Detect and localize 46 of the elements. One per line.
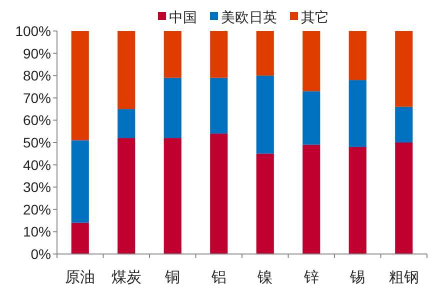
x-tick-label: 镍 — [256, 269, 273, 286]
legend-label: 美欧日英 — [221, 9, 277, 25]
y-tick-label: 80% — [22, 68, 51, 84]
y-tick-label: 50% — [22, 134, 51, 150]
bar — [256, 76, 274, 154]
bar — [348, 80, 366, 147]
bar — [118, 138, 136, 254]
bar — [71, 140, 89, 223]
y-tick-label: 10% — [22, 224, 51, 240]
bar — [118, 31, 136, 110]
bar — [256, 31, 274, 76]
bar — [302, 31, 320, 92]
y-tick-label: 20% — [22, 201, 51, 218]
x-tick-label: 粗钢 — [388, 269, 419, 286]
bar — [302, 91, 320, 145]
y-tick-label: 90% — [22, 45, 51, 62]
bar — [395, 31, 413, 107]
bar — [395, 106, 413, 142]
bar — [348, 31, 366, 80]
x-tick-label: 铜 — [164, 269, 180, 286]
x-tick-label: 锡 — [349, 269, 366, 286]
x-tick-label: 煤炭 — [111, 269, 142, 286]
bar — [395, 142, 413, 254]
bar — [71, 222, 89, 254]
bar — [210, 31, 228, 78]
bar — [348, 146, 366, 254]
x-tick-label: 原油 — [65, 269, 96, 286]
y-tick-label: 70% — [22, 90, 51, 106]
bar — [210, 78, 228, 134]
bar — [118, 109, 136, 138]
y-tick-label: 0% — [30, 246, 51, 262]
bar — [164, 31, 182, 78]
y-tick-label: 60% — [22, 112, 51, 128]
bar — [164, 78, 182, 138]
y-tick-label: 40% — [22, 156, 51, 173]
bar — [71, 31, 89, 140]
bar — [164, 138, 182, 254]
x-tick-label: 锌 — [302, 269, 319, 286]
bar — [210, 134, 228, 254]
legend-label: 其它 — [301, 9, 329, 25]
bar — [302, 144, 320, 254]
x-tick-label: 铝 — [210, 269, 226, 286]
bar — [256, 154, 274, 254]
y-tick-label: 30% — [22, 179, 51, 196]
legend-label: 中国 — [169, 9, 197, 25]
y-tick-label: 100% — [15, 23, 51, 39]
